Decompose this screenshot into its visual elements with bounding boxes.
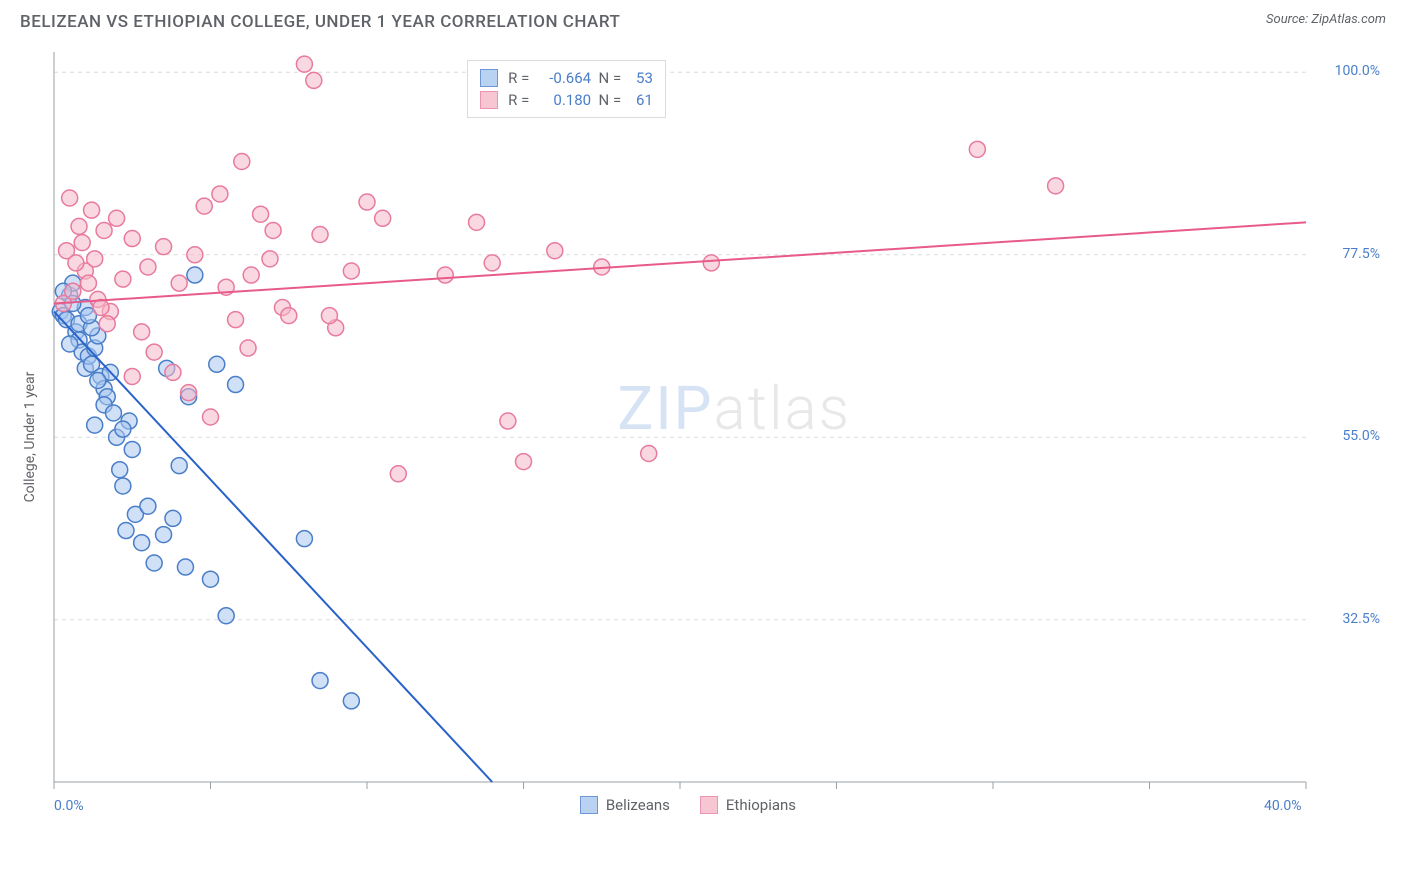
scatter-plot <box>50 52 1386 822</box>
legend-swatch <box>580 796 598 814</box>
series-legend: Belizeans Ethiopians <box>580 796 796 814</box>
corr-legend-row: R = -0.664 N = 53 <box>480 67 653 89</box>
x-tick-label: 0.0% <box>54 798 84 814</box>
legend-swatch <box>700 796 718 814</box>
corr-legend-row: R = 0.180 N = 61 <box>480 89 653 111</box>
chart-container: College, Under 1 year ZIPatlas R = -0.66… <box>50 52 1386 822</box>
chart-title: BELIZEAN VS ETHIOPIAN COLLEGE, UNDER 1 Y… <box>20 12 620 32</box>
legend-swatch <box>480 69 498 87</box>
corr-legend-text: R = 0.180 N = 61 <box>508 91 653 109</box>
corr-legend-text: R = -0.664 N = 53 <box>508 69 653 87</box>
y-tick-label: 55.0% <box>1342 428 1380 444</box>
series-legend-label: Ethiopians <box>726 796 796 814</box>
legend-swatch <box>480 91 498 109</box>
y-tick-label: 77.5% <box>1342 246 1380 262</box>
y-tick-label: 32.5% <box>1342 611 1380 627</box>
series-legend-item: Belizeans <box>580 796 670 814</box>
series-legend-item: Ethiopians <box>700 796 796 814</box>
y-tick-label: 100.0% <box>1335 63 1380 79</box>
x-tick-label: 40.0% <box>1264 798 1302 814</box>
series-legend-label: Belizeans <box>606 796 670 814</box>
y-axis-label: College, Under 1 year <box>22 372 38 503</box>
correlation-legend: R = -0.664 N = 53 R = 0.180 N = 61 <box>467 60 666 118</box>
chart-header: BELIZEAN VS ETHIOPIAN COLLEGE, UNDER 1 Y… <box>0 0 1406 40</box>
chart-source: Source: ZipAtlas.com <box>1266 12 1386 27</box>
